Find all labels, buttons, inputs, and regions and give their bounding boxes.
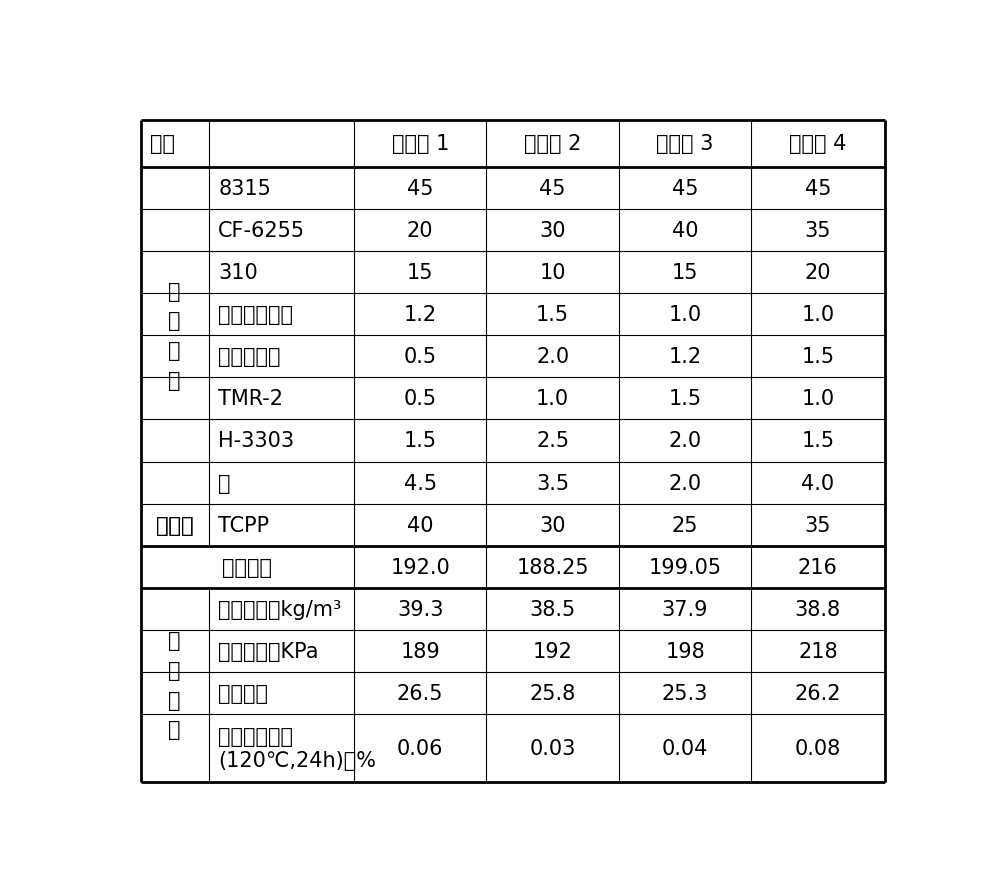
Text: 1.0: 1.0 (536, 389, 569, 409)
Text: 二甲基环己胺: 二甲基环己胺 (218, 305, 293, 325)
Text: 192.0: 192.0 (390, 557, 450, 578)
Text: 泡沫密度，kg/m³: 泡沫密度，kg/m³ (218, 599, 341, 620)
Text: 39.3: 39.3 (397, 599, 443, 620)
Text: 3.5: 3.5 (536, 473, 569, 493)
Text: 1.2: 1.2 (404, 305, 437, 325)
Text: 实施例 3: 实施例 3 (656, 134, 714, 155)
Text: CF-6255: CF-6255 (218, 221, 305, 240)
Text: 1.5: 1.5 (404, 431, 437, 451)
Text: 25.8: 25.8 (530, 683, 576, 704)
Text: 45: 45 (672, 179, 698, 198)
Text: 1.5: 1.5 (801, 347, 834, 367)
Text: 1.5: 1.5 (536, 305, 569, 325)
Text: 199.05: 199.05 (649, 557, 722, 578)
Text: 25.3: 25.3 (662, 683, 708, 704)
Text: 4.5: 4.5 (404, 473, 437, 493)
Text: 1.0: 1.0 (801, 305, 834, 325)
Text: 泡
沫
性
能: 泡 沫 性 能 (168, 630, 181, 739)
Text: 26.2: 26.2 (795, 683, 841, 704)
Text: 45: 45 (805, 179, 831, 198)
Text: 40: 40 (407, 515, 433, 535)
Text: 异氰酸酯: 异氰酸酯 (222, 557, 272, 578)
Text: 216: 216 (798, 557, 838, 578)
Text: 0.04: 0.04 (662, 738, 708, 758)
Text: 38.8: 38.8 (795, 599, 841, 620)
Text: 188.25: 188.25 (516, 557, 589, 578)
Text: 0.03: 0.03 (529, 738, 576, 758)
Text: 35: 35 (805, 221, 831, 240)
Text: 25: 25 (672, 515, 698, 535)
Text: 192: 192 (533, 641, 573, 662)
Text: 1.5: 1.5 (801, 431, 834, 451)
Text: 组分: 组分 (150, 134, 175, 155)
Text: 压缩强度，KPa: 压缩强度，KPa (218, 641, 319, 662)
Text: 35: 35 (805, 515, 831, 535)
Text: 1.5: 1.5 (669, 389, 702, 409)
Text: 20: 20 (407, 221, 433, 240)
Text: 10: 10 (539, 263, 566, 283)
Text: 实施例 4: 实施例 4 (789, 134, 847, 155)
Text: 2.0: 2.0 (669, 473, 702, 493)
Text: 198: 198 (665, 641, 705, 662)
Text: 20: 20 (805, 263, 831, 283)
Text: 0.08: 0.08 (795, 738, 841, 758)
Text: 30: 30 (539, 515, 566, 535)
Text: 氧指数，: 氧指数， (218, 683, 268, 704)
Text: 0.5: 0.5 (404, 347, 437, 367)
Text: 15: 15 (407, 263, 433, 283)
Text: TMR-2: TMR-2 (218, 389, 283, 409)
Text: 0.06: 0.06 (397, 738, 443, 758)
Text: H-3303: H-3303 (218, 431, 294, 451)
Text: 1.2: 1.2 (669, 347, 702, 367)
Text: 实施例 2: 实施例 2 (524, 134, 581, 155)
Text: 2.0: 2.0 (669, 431, 702, 451)
Text: 45: 45 (539, 179, 566, 198)
Text: 30: 30 (539, 221, 566, 240)
Text: 310: 310 (218, 263, 258, 283)
Text: 8315: 8315 (218, 179, 271, 198)
Text: 水: 水 (218, 473, 231, 493)
Text: 26.5: 26.5 (397, 683, 443, 704)
Text: 实施例 1: 实施例 1 (392, 134, 449, 155)
Text: 尺寸稳定性，
(120℃,24h)，%: 尺寸稳定性， (120℃,24h)，% (218, 726, 376, 771)
Text: 2.5: 2.5 (536, 431, 569, 451)
Text: 45: 45 (407, 179, 433, 198)
Text: 40: 40 (672, 221, 698, 240)
Text: 阻燃剂: 阻燃剂 (156, 515, 193, 535)
Text: 二甲基苄胺: 二甲基苄胺 (218, 347, 281, 367)
Text: 189: 189 (400, 641, 440, 662)
Text: 阻燃剂: 阻燃剂 (156, 515, 193, 535)
Text: 1.0: 1.0 (669, 305, 702, 325)
Text: 15: 15 (672, 263, 698, 283)
Text: 4.0: 4.0 (801, 473, 834, 493)
Text: 组
合
聚
醚: 组 合 聚 醚 (168, 282, 181, 390)
Text: 218: 218 (798, 641, 838, 662)
Text: 1.0: 1.0 (801, 389, 834, 409)
Text: TCPP: TCPP (218, 515, 269, 535)
Text: 38.5: 38.5 (530, 599, 576, 620)
Text: 37.9: 37.9 (662, 599, 708, 620)
Text: 2.0: 2.0 (536, 347, 569, 367)
Text: 0.5: 0.5 (404, 389, 437, 409)
